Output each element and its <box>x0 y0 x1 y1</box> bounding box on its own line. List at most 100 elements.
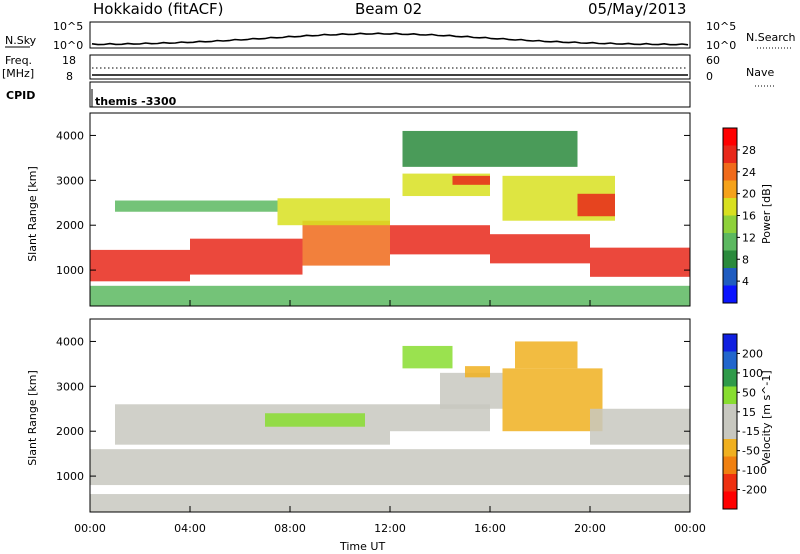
velocity-colorbar-tick-label-4: -15 <box>742 425 760 438</box>
xtick-label-1: 04:00 <box>174 522 206 535</box>
velocity-band-6 <box>502 368 603 432</box>
xtick-label-5: 20:00 <box>574 522 606 535</box>
power-band-7 <box>277 198 390 226</box>
velocity-colorbar-tick-label-5: -50 <box>742 445 760 458</box>
power-band-5 <box>590 247 690 277</box>
nsky-label: N.Sky <box>5 34 37 47</box>
velocity-bands <box>90 341 690 512</box>
power-colorbar-swatch-2 <box>723 250 737 268</box>
velocity-colorbar-swatch-6 <box>723 386 737 404</box>
cpid-frame <box>89 81 691 108</box>
velocity-colorbar-swatch-7 <box>723 369 737 387</box>
power-band-4 <box>490 234 590 264</box>
freq-unit: [MHz] <box>2 67 34 80</box>
nsky-tick-low: 10^0 <box>53 39 83 52</box>
power-colorbar-swatch-0 <box>723 285 737 303</box>
power-ytick-label-2: 3000 <box>56 174 84 187</box>
nave-tick-low: 0 <box>706 70 713 83</box>
velocity-colorbar-swatch-2 <box>723 456 737 474</box>
velocity-colorbar-swatch-1 <box>723 474 737 492</box>
nsky-panel: N.Sky 10^5 10^0 10^5 10^0 N.Search <box>5 20 796 52</box>
xtick-label-4: 16:00 <box>474 522 506 535</box>
velocity-colorbar-tick-label-2: 50 <box>742 386 756 399</box>
velocity-colorbar-tick-label-1: 100 <box>742 367 763 380</box>
power-colorbar-swatch-7 <box>723 163 737 181</box>
power-colorbar-tick-label-2: 12 <box>742 231 756 244</box>
velocity-ytick-label-3: 4000 <box>56 335 84 348</box>
velocity-band-2 <box>265 413 365 427</box>
power-band-13 <box>90 285 690 306</box>
power-colorbar: 4 8 12 16 20 24 28 <box>722 127 756 304</box>
nsky-frame <box>89 21 691 49</box>
velocity-band-8 <box>402 345 453 369</box>
cpid-value: themis -3300 <box>95 95 177 108</box>
velocity-colorbar-tick-label-7: -200 <box>742 484 767 497</box>
power-colorbar-tick-label-1: 8 <box>742 253 749 266</box>
power-ytick-label-1: 2000 <box>56 219 84 232</box>
power-band-12 <box>402 130 578 167</box>
velocity-panel: 1000 2000 3000 4000 Slant Range [km] <box>26 318 691 513</box>
velocity-colorbar-swatch-9 <box>723 334 737 352</box>
x-axis-label: Time UT <box>339 540 385 553</box>
power-colorbar-tick-label-5: 24 <box>742 166 756 179</box>
power-band-2 <box>302 220 390 266</box>
x-axis-ticks: 00:00 04:00 08:00 12:00 16:00 20:00 00:00 <box>74 300 706 535</box>
nsearch-tick-low: 10^0 <box>706 39 736 52</box>
velocity-colorbar-tick-label-6: -100 <box>742 464 767 477</box>
velocity-ytick-label-0: 1000 <box>56 470 84 483</box>
velocity-band-4 <box>440 372 503 409</box>
power-band-3 <box>390 225 490 255</box>
power-colorbar-swatch-4 <box>723 215 737 233</box>
xtick-label-2: 08:00 <box>274 522 306 535</box>
cpid-label: CPID <box>6 89 35 102</box>
power-y-ticks: 1000 2000 3000 4000 <box>56 129 690 277</box>
date-title: 05/May/2013 <box>588 0 686 18</box>
power-colorbar-tick-label-0: 4 <box>742 275 749 288</box>
freq-panel: Freq. [MHz] 18 8 60 0 Nave <box>2 54 775 87</box>
power-panel: 1000 2000 3000 4000 Slant Range [km] <box>26 112 691 307</box>
power-band-11 <box>577 193 615 217</box>
nave-tick-high: 60 <box>706 54 720 67</box>
station-title: Hokkaido (fitACF) <box>93 0 224 18</box>
freq-label: Freq. <box>5 54 32 67</box>
xtick-label-0: 00:00 <box>74 522 106 535</box>
power-ytick-label-0: 1000 <box>56 264 84 277</box>
velocity-colorbar-swatch-5 <box>723 404 737 422</box>
freq-tick-low: 8 <box>66 70 73 83</box>
velocity-y-ticks: 1000 2000 3000 4000 <box>56 335 690 483</box>
power-colorbar-label: Power [dB] <box>760 184 773 244</box>
velocity-band-5 <box>465 366 490 378</box>
nsky-tick-high: 10^5 <box>53 20 83 33</box>
velocity-band-7 <box>515 341 578 369</box>
velocity-ytick-label-1: 2000 <box>56 425 84 438</box>
nsearch-label: N.Search <box>746 31 796 44</box>
power-colorbar-tick-label-4: 20 <box>742 188 756 201</box>
power-band-0 <box>90 249 190 282</box>
power-band-1 <box>190 238 303 275</box>
velocity-ytick-label-2: 3000 <box>56 380 84 393</box>
power-band-9 <box>452 175 490 185</box>
power-colorbar-swatch-6 <box>723 180 737 198</box>
velocity-colorbar: 200 100 50 15 -15 -50 -100 -200 <box>722 333 767 510</box>
nave-label: Nave <box>746 66 774 79</box>
power-y-axis-label: Slant Range [km] <box>26 166 39 262</box>
nsearch-tick-high: 10^5 <box>706 20 736 33</box>
velocity-band-0 <box>90 449 690 486</box>
power-bands <box>90 130 690 306</box>
velocity-colorbar-label: Velocity [m s^-1] <box>760 370 773 465</box>
cpid-panel: CPID themis -3300 <box>6 81 691 108</box>
beam-title: Beam 02 <box>355 0 422 18</box>
xtick-label-3: 12:00 <box>374 522 406 535</box>
xtick-label-6: 00:00 <box>674 522 706 535</box>
velocity-band-9 <box>590 408 690 445</box>
velocity-colorbar-swatch-3 <box>723 439 737 457</box>
velocity-band-10 <box>90 494 690 512</box>
velocity-colorbar-tick-label-0: 200 <box>742 347 763 360</box>
power-colorbar-swatch-1 <box>723 268 737 286</box>
velocity-y-axis-label: Slant Range [km] <box>26 370 39 466</box>
power-colorbar-tick-label-6: 28 <box>742 144 756 157</box>
power-band-6 <box>115 200 278 212</box>
power-colorbar-tick-label-3: 16 <box>742 210 756 223</box>
velocity-colorbar-swatch-0 <box>723 491 737 509</box>
